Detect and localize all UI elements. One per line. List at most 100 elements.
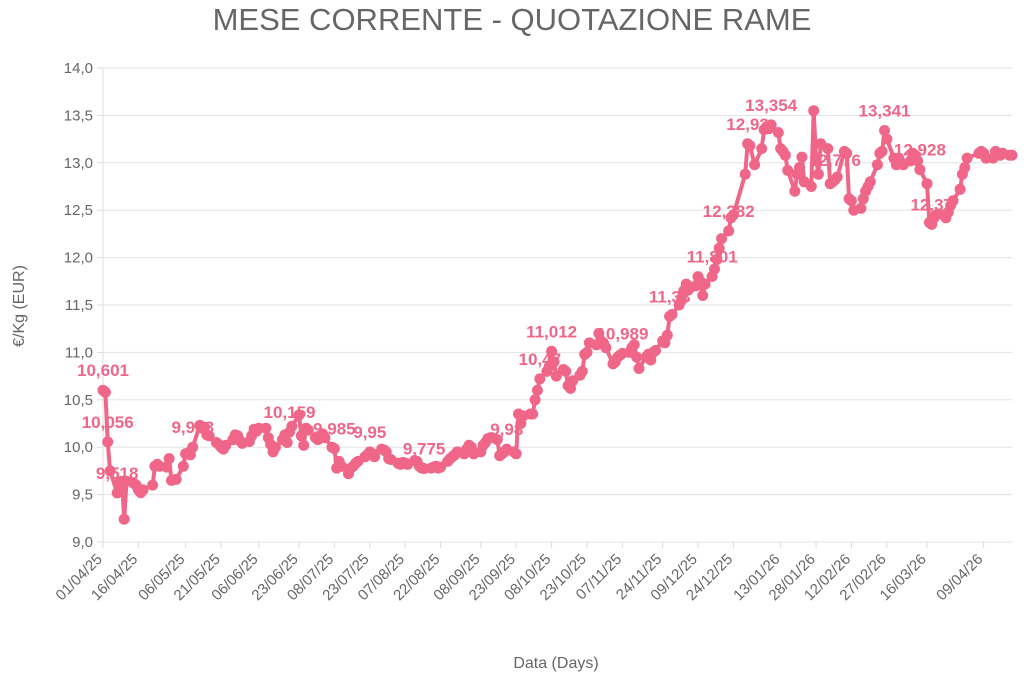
data-point[interactable] [879, 125, 890, 136]
data-point[interactable] [756, 143, 768, 155]
data-point[interactable] [600, 342, 612, 354]
data-point[interactable] [546, 345, 558, 357]
data-point[interactable] [805, 181, 817, 192]
data-point[interactable] [336, 460, 347, 472]
data-point[interactable] [260, 422, 272, 434]
data-point[interactable] [269, 441, 281, 453]
data-point[interactable] [765, 119, 777, 131]
data-point[interactable] [959, 162, 971, 173]
y-tick-label: 10,0 [64, 439, 93, 456]
data-point[interactable] [812, 168, 824, 180]
data-point[interactable] [772, 127, 784, 138]
data-point[interactable] [661, 329, 673, 341]
data-point[interactable] [576, 365, 588, 377]
data-point[interactable] [104, 465, 116, 477]
data-point[interactable] [369, 451, 380, 463]
data-point[interactable] [697, 290, 709, 301]
data-point[interactable] [650, 345, 661, 356]
data-point[interactable] [177, 460, 189, 472]
data-point[interactable] [789, 185, 801, 197]
data-point[interactable] [739, 168, 751, 180]
data-point[interactable] [560, 365, 572, 377]
data-point[interactable] [137, 484, 149, 496]
data-point[interactable] [319, 432, 331, 444]
data-point[interactable] [914, 164, 926, 176]
data-point[interactable] [163, 453, 175, 465]
data-point[interactable] [699, 278, 711, 290]
data-label: 11,801 [687, 247, 738, 266]
data-point[interactable] [709, 263, 720, 275]
data-point[interactable] [954, 183, 966, 195]
data-point[interactable] [749, 159, 761, 171]
data-point[interactable] [961, 152, 973, 164]
data-point[interactable] [716, 233, 728, 245]
y-axis-ticks: 9,0 9,5 10,0 10,5 11,0 11,5 12,0 12,5 13,0 13,5 14… [64, 60, 103, 551]
data-point[interactable] [527, 408, 539, 420]
data-point[interactable] [1006, 149, 1018, 161]
data-point[interactable] [921, 178, 933, 190]
data-point[interactable] [534, 373, 546, 385]
data-point[interactable] [912, 155, 924, 167]
data-point[interactable] [187, 441, 199, 453]
data-point[interactable] [871, 159, 883, 171]
data-label: 9,985 [313, 420, 356, 439]
data-point[interactable] [328, 443, 340, 455]
data-point[interactable] [161, 461, 173, 473]
data-point[interactable] [822, 143, 834, 155]
data-point[interactable] [548, 356, 560, 368]
data-label: 11,012 [526, 322, 577, 341]
data-point[interactable] [111, 487, 123, 499]
data-point[interactable] [203, 430, 215, 442]
data-point[interactable] [713, 242, 725, 254]
data-point[interactable] [855, 202, 867, 214]
data-point[interactable] [147, 479, 159, 491]
data-point[interactable] [293, 409, 305, 421]
x-tick-label: 09/04/26 [933, 551, 986, 604]
data-point[interactable] [631, 351, 643, 363]
data-point[interactable] [779, 149, 791, 161]
data-point[interactable] [99, 386, 111, 398]
data-label: 9,95 [353, 423, 386, 442]
data-point[interactable] [864, 176, 876, 188]
data-point[interactable] [529, 394, 541, 406]
data-point[interactable] [286, 420, 298, 432]
series-group [97, 105, 1018, 525]
data-label: 10,159 [264, 403, 316, 422]
y-tick-label: 14,0 [64, 60, 93, 77]
data-point[interactable] [298, 439, 310, 451]
data-point[interactable] [794, 162, 805, 173]
data-label: 10,47 [519, 350, 562, 369]
data-point[interactable] [723, 225, 735, 237]
data-label: 9,518 [96, 464, 139, 483]
data-point[interactable] [810, 152, 822, 164]
data-point[interactable] [845, 195, 857, 207]
data-point[interactable] [491, 434, 503, 446]
data-point[interactable] [831, 171, 843, 183]
data-point[interactable] [628, 339, 640, 351]
data-point[interactable] [727, 209, 739, 221]
y-tick-label: 12,5 [64, 202, 93, 219]
data-point[interactable] [876, 145, 888, 157]
y-tick-label: 10,5 [64, 392, 93, 409]
data-point[interactable] [881, 133, 893, 145]
data-point[interactable] [170, 473, 182, 485]
data-point[interactable] [796, 151, 808, 163]
data-label: 12,92 [726, 115, 769, 134]
data-point[interactable] [118, 513, 130, 525]
data-point[interactable] [633, 363, 645, 374]
data-point[interactable] [744, 140, 756, 152]
data-point[interactable] [841, 147, 853, 159]
data-point[interactable] [782, 164, 794, 176]
data-point[interactable] [102, 436, 114, 448]
data-point[interactable] [808, 105, 820, 117]
data-point[interactable] [947, 195, 959, 207]
data-point[interactable] [302, 424, 314, 436]
data-point[interactable] [281, 437, 293, 448]
data-point[interactable] [531, 384, 543, 396]
data-point[interactable] [581, 346, 593, 358]
data-point[interactable] [676, 294, 687, 306]
data-point[interactable] [510, 448, 522, 460]
data-point[interactable] [550, 370, 562, 382]
data-point[interactable] [711, 254, 723, 265]
data-point[interactable] [666, 309, 678, 320]
